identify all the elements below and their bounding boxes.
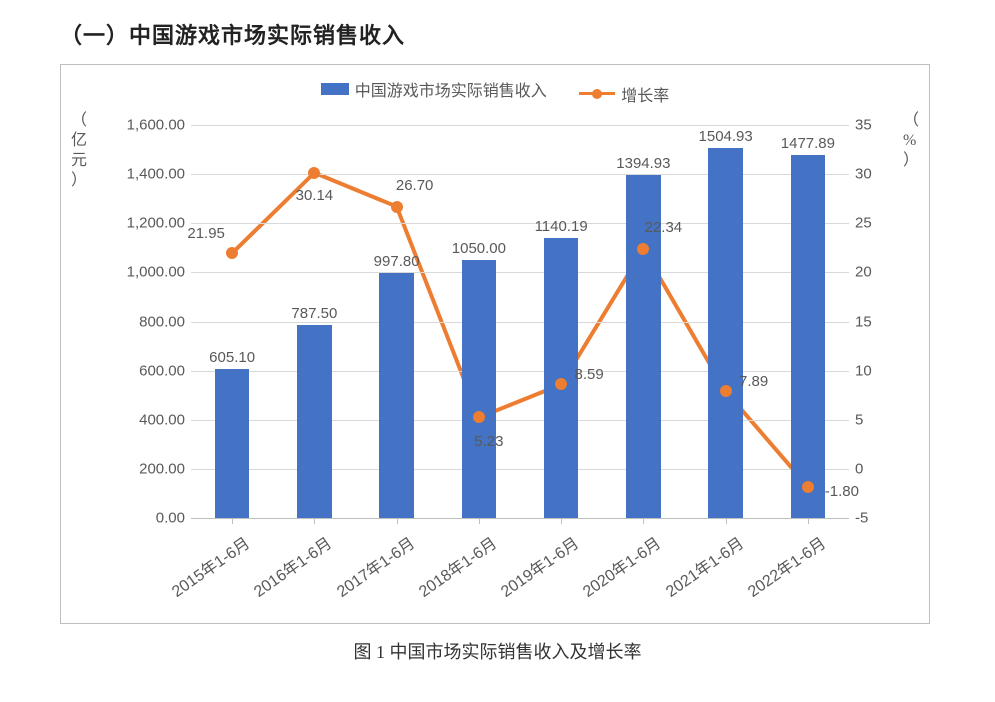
- x-tick: [561, 518, 562, 524]
- x-tick: [479, 518, 480, 524]
- x-tick: [397, 518, 398, 524]
- legend-line-item: 增长率: [579, 82, 669, 106]
- growth-marker: [473, 411, 485, 423]
- revenue-bar-label: 605.10: [209, 349, 255, 366]
- growth-marker: [720, 385, 732, 397]
- y-left-tick: 1,200.00: [115, 215, 185, 232]
- x-axis-label: 2017年1-6月: [330, 530, 418, 602]
- y-right-tick: 20: [855, 264, 895, 281]
- growth-label: 30.14: [296, 187, 334, 204]
- x-axis-label: 2015年1-6月: [166, 530, 254, 602]
- y-right-tick: 35: [855, 117, 895, 134]
- revenue-bar-label: 1394.93: [616, 155, 670, 172]
- y-left-tick: 1,400.00: [115, 166, 185, 183]
- revenue-bar-label: 1140.19: [535, 218, 588, 235]
- y-left-tick: 800.00: [115, 313, 185, 330]
- x-axis-label: 2022年1-6月: [742, 530, 830, 602]
- growth-label: -1.80: [825, 483, 859, 500]
- legend-line-label: 增长率: [621, 82, 669, 106]
- growth-label: 5.23: [474, 433, 503, 450]
- y-left-tick: 1,600.00: [115, 117, 185, 134]
- growth-marker: [226, 247, 238, 259]
- x-axis-label: 2018年1-6月: [413, 530, 501, 602]
- figure-caption: 图 1 中国市场实际销售收入及增长率: [60, 638, 935, 664]
- gridline: [191, 469, 849, 470]
- legend-line-swatch: [579, 92, 615, 95]
- gridline: [191, 371, 849, 372]
- growth-marker: [555, 378, 567, 390]
- section-heading: （一）中国游戏市场实际销售收入: [60, 18, 935, 50]
- x-axis-label: 2019年1-6月: [495, 530, 583, 602]
- revenue-bar-label: 1477.89: [781, 135, 835, 152]
- revenue-bar: [215, 369, 250, 518]
- revenue-bar: [708, 148, 743, 518]
- gridline: [191, 420, 849, 421]
- growth-marker: [637, 243, 649, 255]
- y-left-tick: 200.00: [115, 460, 185, 477]
- legend-bar-label: 中国游戏市场实际销售收入: [355, 77, 547, 101]
- x-tick: [314, 518, 315, 524]
- revenue-bar-label: 787.50: [291, 305, 337, 322]
- gridline: [191, 322, 849, 323]
- gridline: [191, 125, 849, 126]
- chart: 中国游戏市场实际销售收入 增长率 （亿元） （%） 0.00200.00400.…: [60, 64, 930, 624]
- y-right-tick: 15: [855, 313, 895, 330]
- y-left-tick: 1,000.00: [115, 264, 185, 281]
- gridline: [191, 518, 849, 519]
- gridline: [191, 272, 849, 273]
- y-left-tick: 0.00: [115, 510, 185, 527]
- x-axis-label: 2020年1-6月: [577, 530, 665, 602]
- growth-label: 8.59: [575, 366, 604, 383]
- y-left-tick: 400.00: [115, 411, 185, 428]
- revenue-bar-label: 997.80: [374, 253, 420, 270]
- y-right-tick: 0: [855, 460, 895, 477]
- growth-marker: [391, 201, 403, 213]
- legend-bar-swatch: [321, 83, 349, 95]
- legend: 中国游戏市场实际销售收入 增长率: [61, 77, 929, 106]
- x-tick: [232, 518, 233, 524]
- x-tick: [643, 518, 644, 524]
- growth-label: 7.89: [739, 373, 768, 390]
- x-axis-label: 2021年1-6月: [659, 530, 747, 602]
- revenue-bar: [791, 155, 826, 518]
- page: （一）中国游戏市场实际销售收入 中国游戏市场实际销售收入 增长率 （亿元） （%…: [0, 0, 995, 702]
- y-left-unit: （亿元）: [71, 111, 87, 191]
- revenue-bar: [297, 325, 332, 518]
- x-tick: [808, 518, 809, 524]
- y-right-tick: 25: [855, 215, 895, 232]
- y-right-unit: （%）: [903, 111, 919, 171]
- plot-area: 0.00200.00400.00600.00800.001,000.001,20…: [191, 125, 849, 518]
- growth-label: 26.70: [396, 177, 434, 194]
- legend-bar-item: 中国游戏市场实际销售收入: [321, 77, 547, 101]
- y-right-tick: -5: [855, 510, 895, 527]
- revenue-bar: [379, 273, 414, 518]
- y-left-tick: 600.00: [115, 362, 185, 379]
- revenue-bar-label: 1050.00: [452, 240, 506, 257]
- y-right-tick: 30: [855, 166, 895, 183]
- revenue-bar: [462, 260, 497, 518]
- growth-label: 21.95: [187, 225, 225, 242]
- x-axis-label: 2016年1-6月: [248, 530, 336, 602]
- y-right-tick: 5: [855, 411, 895, 428]
- growth-label: 22.34: [645, 219, 683, 236]
- revenue-bar-label: 1504.93: [699, 128, 753, 145]
- x-tick: [726, 518, 727, 524]
- growth-marker: [802, 481, 814, 493]
- gridline: [191, 174, 849, 175]
- gridline: [191, 223, 849, 224]
- y-right-tick: 10: [855, 362, 895, 379]
- growth-marker: [308, 167, 320, 179]
